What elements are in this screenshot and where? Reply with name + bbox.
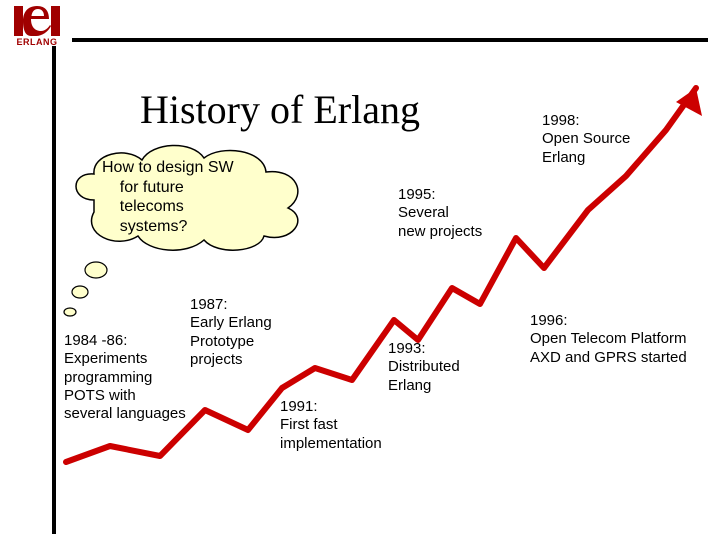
note-1993: 1993: Distributed Erlang bbox=[388, 340, 460, 395]
note-1996: 1996: Open Telecom Platform AXD and GPRS… bbox=[530, 312, 687, 367]
note-1987: 1987: Early Erlang Prototype projects bbox=[190, 296, 272, 369]
slide: ERLANG History of Erlang How to design S… bbox=[0, 0, 720, 540]
thought-bubbles bbox=[0, 0, 720, 540]
note-1991: 1991: First fast implementation bbox=[280, 398, 382, 453]
note-1984: 1984 -86: Experiments programming POTS w… bbox=[64, 332, 186, 423]
note-1995: 1995: Several new projects bbox=[398, 186, 482, 241]
note-1998: 1998: Open Source Erlang bbox=[542, 112, 630, 167]
